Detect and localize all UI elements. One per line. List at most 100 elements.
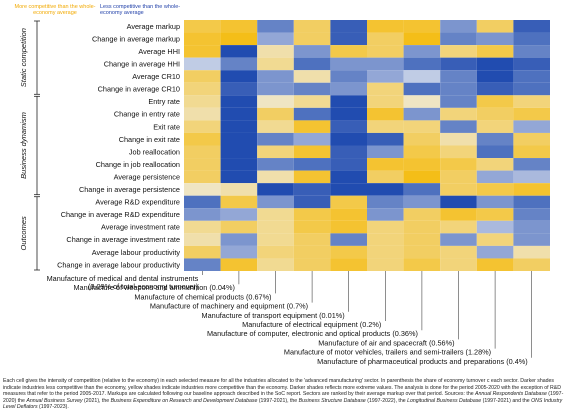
heatmap-cell [513,45,550,58]
heatmap-cell [476,82,514,96]
heatmap-cell [184,20,221,33]
footnote-segment: (1997-2022), the [365,397,408,404]
heatmap-cell [330,158,367,171]
heatmap-cell [403,107,441,121]
heatmap-cell [476,233,514,246]
heatmap-cell [184,195,221,209]
heatmap-cell [367,158,404,171]
row-label: Change in average CR10 [98,85,180,94]
heatmap-cell [220,258,258,271]
heatmap-cell [293,20,331,33]
row-label: Average labour productivity [92,248,181,257]
heatmap-cell [184,45,221,58]
heatmap-cell [330,233,367,246]
heatmap-cell [476,107,514,121]
heatmap-cell [476,158,514,171]
heatmap-cell [184,57,221,71]
heatmap-cell [293,32,331,46]
row-label: Average R&D expenditure [95,198,180,207]
heatmap-cell [513,32,550,46]
heatmap-cell [476,45,514,58]
footnote-segment: Longitudinal Business Database [407,397,482,404]
footnote-segment: Business Expenditure on Research and Dev… [110,397,258,404]
heatmap-cell [293,220,331,234]
heatmap-cell [293,120,331,133]
heatmap-cell [403,32,441,46]
heatmap-cell [293,158,331,171]
heatmap-cell [293,245,331,259]
heatmap-cell [403,82,441,96]
heatmap-cell [513,233,550,246]
heatmap-cell [257,170,294,184]
heatmap-cell [330,208,367,221]
heatmap-cell [403,57,441,71]
heatmap-cell [476,120,514,133]
heatmap-cell [220,183,258,196]
heatmap-cell [403,95,441,108]
heatmap-cell [367,20,404,33]
heatmap-cell [403,70,441,83]
heatmap-cell [367,258,404,271]
heatmap-cell [513,107,550,121]
heatmap-cell [220,208,258,221]
heatmap-cell [184,32,221,46]
heatmap-cell [220,220,258,234]
heatmap-cell [476,32,514,46]
heatmap-cell [440,120,477,133]
heatmap-cell [330,170,367,184]
heatmap-cell [330,220,367,234]
heatmap-cell [220,195,258,209]
footnote-segment: ONS Industry Level Deflators [3,397,563,411]
heatmap-cell [220,57,258,71]
heatmap-cell [513,195,550,209]
heatmap-cell [513,258,550,271]
heatmap-cell [293,145,331,159]
heatmap-cell [367,132,404,146]
heatmap-cell [293,57,331,71]
heatmap-cell [330,107,367,121]
heatmap-cell [440,145,477,159]
heatmap-cell [513,245,550,259]
heatmap-cell [184,107,221,121]
footnote-segment: Annual Respondents Database [475,391,547,398]
heatmap-cell [476,145,514,159]
heatmap-cell [257,245,294,259]
heatmap-cell [184,132,221,146]
heatmap-cell [367,32,404,46]
heatmap-cell [293,233,331,246]
row-label: Change in average investment rate [66,235,180,244]
heatmap-cell [367,245,404,259]
heatmap-cell [367,45,404,58]
heatmap-cell [440,82,477,96]
heatmap-cell [184,95,221,108]
heatmap-cell [476,195,514,209]
chart-footnote: Each cell gives the intensity of competi… [3,378,564,411]
heatmap-cell [220,32,258,46]
heatmap-cell [440,57,477,71]
heatmap-cell [330,245,367,259]
column-label: Manufacture of weapons and ammunition (0… [73,283,234,292]
heatmap-cell [403,195,441,209]
heatmap-cell [293,70,331,83]
heatmap-cell [513,220,550,234]
heatmap-cell [513,70,550,83]
heatmap-cell [513,145,550,159]
heatmap-cell [184,233,221,246]
heatmap-cell [257,233,294,246]
heatmap-cell [476,245,514,259]
row-label: Change in exit rate [119,135,180,144]
heatmap-cell [184,170,221,184]
footnote-segment: (1997-2021) and the [481,397,532,404]
heatmap-cell [293,107,331,121]
heatmap-cell [403,258,441,271]
heatmap-cell [220,245,258,259]
legend-more-competitive: More competitive than the whole-economy … [14,4,96,16]
heatmap-cell [367,208,404,221]
heatmap-cell [476,70,514,83]
row-label: Average HHI [138,47,180,56]
heatmap-cell [440,107,477,121]
heatmap-cell [367,57,404,71]
heatmap-cell [184,208,221,221]
heatmap-cell [257,107,294,121]
row-label: Average markup [127,22,180,31]
